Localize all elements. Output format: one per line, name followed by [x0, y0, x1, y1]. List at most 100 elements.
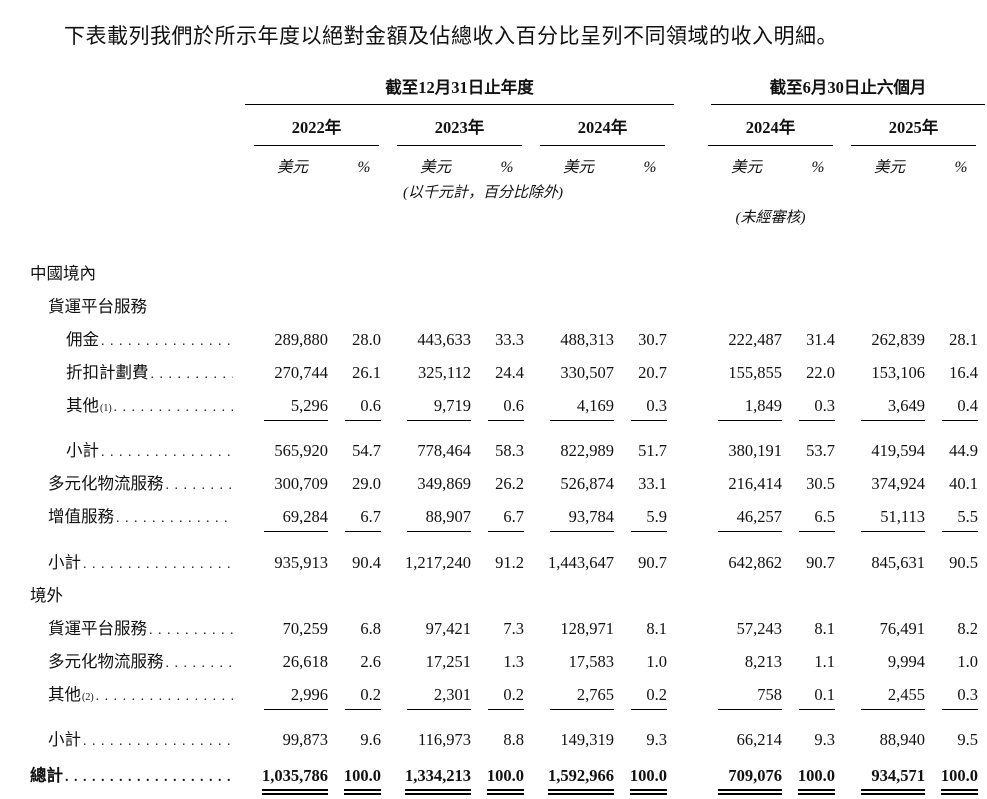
cell-number: 28.0: [345, 330, 381, 350]
cell-number: 1,849: [718, 396, 782, 421]
cell-number: 69,284: [264, 507, 328, 532]
cell-number: 216,414: [718, 474, 782, 494]
cell-number: 5.5: [942, 507, 978, 532]
pct-cell: 5.5: [937, 499, 985, 537]
pct-label: %: [483, 146, 531, 177]
pct-cell: [483, 288, 531, 321]
cell-number: 330,507: [550, 363, 614, 383]
cell-number: 40.1: [942, 474, 978, 494]
row-label-text: 中國境內: [30, 260, 96, 284]
value-cell: 66,214: [699, 714, 794, 755]
cell-number: 565,920: [264, 441, 328, 461]
pct-cell: 2.6: [340, 643, 388, 676]
row-label-text: 小計: [48, 726, 81, 750]
table-row: 總計1,035,786100.01,334,213100.01,592,9661…: [30, 755, 985, 799]
pct-cell: 100.0: [794, 755, 842, 799]
cell-number: 845,631: [861, 553, 925, 573]
pct-cell: 33.3: [483, 321, 531, 354]
row-label-text: 其他: [66, 392, 99, 416]
value-cell: 526,874: [531, 466, 626, 499]
cell-number: 1,592,966: [548, 766, 614, 795]
value-cell: 443,633: [388, 321, 483, 354]
year-header-2025-interim: 2025年: [842, 105, 985, 146]
value-cell: [842, 577, 937, 610]
column-gap: [674, 105, 699, 146]
cell-number: 6.7: [488, 507, 524, 532]
pct-label: %: [626, 146, 674, 177]
value-cell: 128,971: [531, 610, 626, 643]
cell-number: 54.7: [345, 441, 381, 461]
pct-label: %: [937, 146, 985, 177]
cell-number: 380,191: [718, 441, 782, 461]
cell-number: 90.7: [631, 553, 667, 573]
pct-cell: 53.7: [794, 425, 842, 466]
cell-number: 0.1: [799, 685, 835, 710]
value-cell: [531, 577, 626, 610]
value-cell: 845,631: [842, 537, 937, 578]
cell-number: 100.0: [344, 766, 381, 795]
value-cell: [531, 255, 626, 288]
cell-number: 99,873: [264, 730, 328, 750]
dot-leader: [65, 766, 233, 786]
table-row: 其他(1)5,2960.69,7190.64,1690.31,8490.33,6…: [30, 387, 985, 425]
value-cell: [699, 577, 794, 610]
value-cell: 709,076: [699, 755, 794, 799]
pct-cell: [794, 255, 842, 288]
cell-number: 2,455: [861, 685, 925, 710]
column-gap: [674, 610, 699, 643]
cell-number: 26.2: [488, 474, 524, 494]
value-cell: 69,284: [245, 499, 340, 537]
row-label-text: 增值服務: [48, 503, 114, 527]
cell-number: 88,940: [861, 730, 925, 750]
value-cell: 1,334,213: [388, 755, 483, 799]
cell-number: 1.1: [799, 652, 835, 672]
value-cell: [531, 288, 626, 321]
cell-number: 0.6: [488, 396, 524, 421]
pct-cell: 8.1: [626, 610, 674, 643]
cell-number: 16.4: [942, 363, 978, 383]
column-gap: [674, 676, 699, 714]
pct-cell: [937, 577, 985, 610]
cell-number: 0.3: [799, 396, 835, 421]
column-gap: [674, 577, 699, 610]
cell-number: 116,973: [407, 730, 471, 750]
cell-number: 758: [718, 685, 782, 710]
pct-cell: 90.7: [794, 537, 842, 578]
pct-cell: 1.0: [937, 643, 985, 676]
cell-number: 58.3: [488, 441, 524, 461]
pct-cell: 26.2: [483, 466, 531, 499]
value-cell: 9,719: [388, 387, 483, 425]
pct-cell: 8.2: [937, 610, 985, 643]
dot-leader: [151, 363, 234, 383]
pct-cell: 90.5: [937, 537, 985, 578]
value-cell: 26,618: [245, 643, 340, 676]
unit-row: 美元 % 美元 % 美元 % 美元 % 美元 %: [30, 146, 985, 177]
row-label: 佣金: [30, 321, 245, 354]
value-cell: [245, 577, 340, 610]
column-gap: [674, 714, 699, 755]
pct-cell: 28.0: [340, 321, 388, 354]
pct-cell: [626, 288, 674, 321]
pct-cell: 54.7: [340, 425, 388, 466]
dot-leader: [96, 685, 233, 705]
value-cell: 97,421: [388, 610, 483, 643]
value-cell: 216,414: [699, 466, 794, 499]
dot-leader: [114, 396, 233, 416]
cell-number: 22.0: [799, 363, 835, 383]
cell-number: 934,571: [861, 766, 925, 795]
value-cell: 330,507: [531, 354, 626, 387]
value-cell: 153,106: [842, 354, 937, 387]
cell-number: 778,464: [407, 441, 471, 461]
cell-number: 0.2: [345, 685, 381, 710]
value-cell: 1,217,240: [388, 537, 483, 578]
pct-cell: 20.7: [626, 354, 674, 387]
cell-number: 97,421: [407, 619, 471, 639]
value-cell: [699, 255, 794, 288]
column-gap: [674, 537, 699, 578]
cell-number: 325,112: [407, 363, 471, 383]
cell-number: 1.0: [942, 652, 978, 672]
value-cell: 374,924: [842, 466, 937, 499]
pct-cell: 22.0: [794, 354, 842, 387]
cell-number: 70,259: [264, 619, 328, 639]
unit-label: 美元: [245, 146, 340, 177]
